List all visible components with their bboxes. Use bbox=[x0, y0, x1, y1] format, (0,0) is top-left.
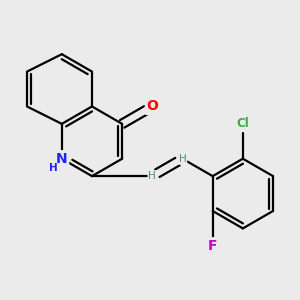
Text: H: H bbox=[178, 154, 186, 164]
Text: H: H bbox=[49, 164, 58, 173]
Text: O: O bbox=[146, 99, 158, 113]
Text: Cl: Cl bbox=[236, 117, 249, 130]
Text: H: H bbox=[148, 171, 156, 181]
Text: F: F bbox=[208, 239, 218, 253]
Text: N: N bbox=[56, 152, 68, 166]
